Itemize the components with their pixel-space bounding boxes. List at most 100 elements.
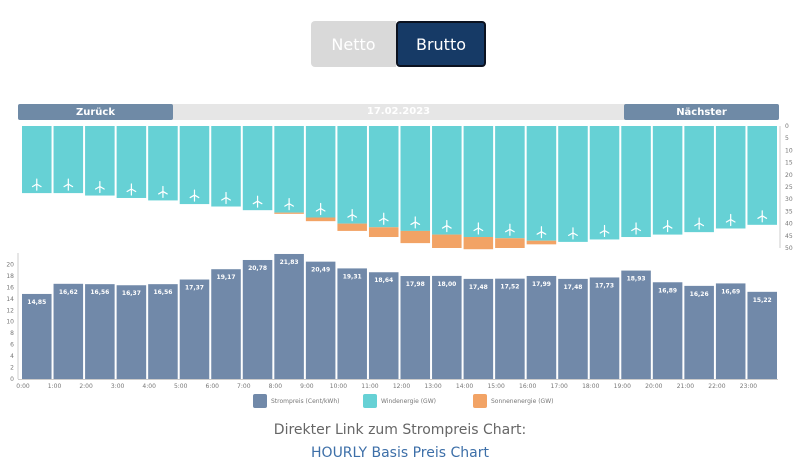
x-axis-tick-label: 3:00 <box>111 383 125 390</box>
wind-bar <box>400 126 431 231</box>
price-axis-tick-label: 10 <box>6 319 14 326</box>
price-bar <box>558 278 588 379</box>
price-data-label: 18,64 <box>374 277 393 284</box>
solar-bar <box>495 238 525 248</box>
price-data-label: 17,98 <box>406 281 425 288</box>
wind-bar <box>621 126 651 238</box>
wind-turbine-icon <box>31 178 42 191</box>
wind-bar <box>589 126 620 240</box>
price-axis-tick-label: 6 <box>10 342 14 349</box>
price-data-label: 17,73 <box>595 282 614 289</box>
legend-item-price[interactable]: Strompreis (Cent/kWh) <box>253 394 340 408</box>
wind-bar <box>495 126 525 239</box>
price-data-label: 18,93 <box>627 276 646 283</box>
price-bar <box>652 282 683 379</box>
x-axis-tick-label: 12:00 <box>393 383 410 390</box>
price-bar <box>589 277 620 379</box>
wind-turbine-icon <box>599 224 610 238</box>
price-bar <box>715 283 746 379</box>
price-data-label: 18,00 <box>437 281 456 288</box>
price-data-label: 16,89 <box>658 287 677 294</box>
energy-axis-tick-label: 40 <box>785 221 793 228</box>
x-axis-tick-label: 17:00 <box>551 383 568 390</box>
price-data-label: 20,78 <box>248 265 267 272</box>
price-bar <box>22 293 52 379</box>
price-bar <box>211 269 241 379</box>
current-date: 17.02.2023 <box>366 106 431 117</box>
solar-bar <box>274 212 304 214</box>
price-data-label: 17,52 <box>500 284 519 291</box>
energy-axis-tick-label: 25 <box>785 184 793 191</box>
solar-bar <box>305 217 336 222</box>
x-axis-tick-label: 8:00 <box>269 383 283 390</box>
price-bar <box>148 284 178 379</box>
hourly-chart-link[interactable]: HOURLY Basis Preis Chart <box>311 445 489 461</box>
wind-turbine-icon <box>694 217 705 230</box>
wind-turbine-icon <box>378 212 389 225</box>
previous-day-button[interactable]: Zurück <box>18 104 173 120</box>
legend-label-wind: Windenergie (GW) <box>381 397 436 405</box>
price-bar <box>274 253 304 379</box>
x-axis-tick-label: 14:00 <box>456 383 473 390</box>
x-axis-tick-label: 13:00 <box>424 383 441 390</box>
energy-axis-tick-label: 15 <box>785 160 793 167</box>
wind-turbine-icon <box>631 222 641 235</box>
price-data-label: 17,99 <box>532 281 551 288</box>
price-data-label: 16,69 <box>721 288 740 295</box>
wind-turbine-icon <box>473 222 484 235</box>
legend-item-solar[interactable]: Sonnenenergie (GW) <box>473 394 553 408</box>
wind-turbine-icon <box>536 226 547 239</box>
price-type-toggle: Netto Brutto <box>311 21 486 67</box>
price-bar <box>463 278 494 379</box>
next-day-button[interactable]: Nächster <box>624 104 779 120</box>
wind-turbine-icon <box>158 185 168 199</box>
solar-bar <box>526 240 557 245</box>
price-axis-tick-label: 18 <box>6 273 14 280</box>
legend-swatch-price <box>253 394 267 408</box>
wind-bar <box>432 126 462 235</box>
wind-turbine-icon <box>315 202 326 216</box>
wind-bar <box>684 126 714 233</box>
solar-bar <box>400 230 431 244</box>
price-axis-tick-label: 12 <box>6 307 14 314</box>
price-bar <box>337 268 367 379</box>
solar-bar <box>463 237 494 250</box>
brutto-button[interactable]: Brutto <box>396 21 486 67</box>
legend-item-wind[interactable]: Windenergie (GW) <box>363 394 436 408</box>
chart-legend: Strompreis (Cent/kWh) Windenergie (GW) S… <box>0 394 800 410</box>
x-axis-tick-label: 18:00 <box>582 383 599 390</box>
energy-axis-tick-label: 30 <box>785 196 793 203</box>
price-data-label: 17,37 <box>185 285 204 292</box>
solar-bar <box>432 234 462 248</box>
price-axis-tick-label: 2 <box>10 365 14 372</box>
solar-bar <box>368 227 399 238</box>
x-axis-tick-label: 20:00 <box>645 383 662 390</box>
x-axis-tick-label: 0:00 <box>16 383 30 390</box>
x-axis-tick-label: 5:00 <box>174 383 188 390</box>
price-bar <box>495 278 525 379</box>
price-bar <box>53 283 84 379</box>
price-bar <box>400 276 431 379</box>
wind-turbine-icon <box>568 227 578 240</box>
legend-label-price: Strompreis (Cent/kWh) <box>271 397 340 405</box>
x-axis-tick-label: 4:00 <box>142 383 156 390</box>
energy-axis-tick-label: 0 <box>785 123 789 130</box>
wind-bar <box>337 126 367 224</box>
wind-bar <box>526 126 557 241</box>
price-axis-tick-label: 16 <box>6 284 14 291</box>
price-data-label: 16,56 <box>90 289 109 296</box>
x-axis-tick-label: 1:00 <box>48 383 62 390</box>
price-bar <box>526 275 557 379</box>
price-bar <box>116 285 147 379</box>
price-bar <box>432 275 462 379</box>
netto-button[interactable]: Netto <box>311 21 396 67</box>
legend-swatch-solar <box>473 394 487 408</box>
wind-turbine-icon <box>441 219 452 233</box>
x-axis-tick-label: 15:00 <box>487 383 504 390</box>
price-data-label: 16,62 <box>59 289 78 296</box>
wind-bar <box>558 126 588 242</box>
wind-turbine-icon <box>126 183 137 196</box>
price-data-label: 15,22 <box>753 297 772 304</box>
price-bar <box>242 259 273 379</box>
